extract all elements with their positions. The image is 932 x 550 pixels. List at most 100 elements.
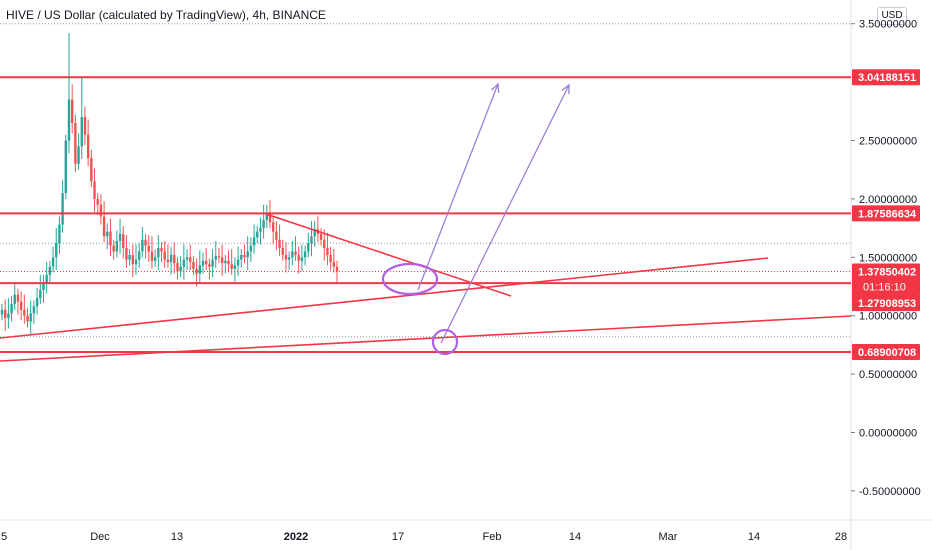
candle-body	[319, 233, 323, 240]
arrows[interactable]	[417, 82, 570, 344]
arrow-head	[561, 83, 570, 95]
candle-body	[106, 231, 109, 237]
candle-body	[51, 257, 55, 267]
candle-body	[13, 294, 16, 305]
ellipse-marker-1[interactable]	[381, 262, 439, 296]
candle-body	[150, 251, 154, 261]
y-axis-ticks: 3.50000000 2.50000000 2.00000000 1.50000000…	[851, 19, 921, 498]
level-price-tag: 3.04188151	[852, 69, 920, 86]
lower-trend-line[interactable]	[0, 315, 852, 362]
level-price-tag: 1.87586634	[852, 205, 920, 222]
candle-body	[122, 233, 125, 248]
candle-body	[291, 251, 294, 258]
candle-body	[42, 282, 45, 291]
candle-body	[271, 222, 275, 232]
arrow-up-1[interactable]	[417, 82, 500, 291]
x-tick-label: 13	[171, 531, 183, 543]
candle-body	[160, 247, 163, 252]
y-tick-label: -0.50000000	[859, 486, 921, 498]
candle-body	[77, 146, 80, 164]
candle-body	[208, 264, 211, 267]
candle-body	[332, 261, 336, 267]
candle-body	[26, 315, 29, 322]
candle-body	[287, 257, 291, 260]
candle-body	[335, 266, 339, 272]
candle-body	[233, 265, 237, 269]
candle-body	[19, 301, 23, 310]
candle-body	[275, 231, 278, 240]
candle-body	[176, 263, 179, 272]
candle-body	[83, 117, 87, 135]
candle-body	[67, 99, 71, 141]
horizontal-levels[interactable]	[0, 76, 851, 354]
candle-body	[118, 233, 122, 241]
rising-trend-line[interactable]	[0, 257, 769, 339]
candle-body	[10, 304, 13, 314]
candle-body	[58, 224, 61, 244]
candle-body	[185, 257, 189, 260]
ellipses[interactable]	[381, 262, 459, 356]
ellipse-marker-2[interactable]	[431, 328, 459, 356]
price-tag-bg	[852, 69, 920, 86]
x-tick-label: 14	[569, 531, 581, 543]
y-tick-label: 1.50000000	[859, 252, 917, 264]
x-tick-label: Dec	[90, 531, 110, 543]
price-tags: 3.04188151 1.87586634 0.68900708 1.37850402…	[852, 69, 920, 361]
trend-lines[interactable]	[0, 213, 852, 362]
candle-body	[39, 290, 42, 299]
currency-button[interactable]: USD	[877, 7, 907, 25]
y-tick-label: 0.50000000	[859, 369, 917, 381]
candle-body	[230, 264, 233, 269]
y-tick-label: 2.00000000	[859, 194, 917, 206]
level-price-tag: 1.27908953	[852, 295, 920, 312]
price-tag-label: 1.27908953	[858, 298, 916, 310]
last-price-tag: 1.37850402 01:16:10	[852, 263, 920, 296]
candle-body	[211, 259, 214, 267]
candle-body	[220, 257, 224, 264]
candle-body	[278, 239, 281, 248]
candle-body	[141, 239, 144, 252]
candle-body	[163, 251, 166, 260]
candle-body	[224, 260, 227, 264]
price-tag-label: 1.87586634	[858, 208, 917, 220]
candle-body	[214, 256, 217, 260]
candle-body	[86, 134, 90, 159]
candle-body	[29, 313, 32, 322]
candle-body	[182, 259, 186, 267]
candle-body	[265, 212, 269, 220]
candle-body	[198, 265, 202, 274]
candle-body	[284, 254, 288, 260]
candle-body	[157, 247, 160, 258]
candle-body	[313, 229, 316, 237]
candle-body	[259, 228, 262, 232]
candle-body	[55, 243, 58, 258]
price-tag-label: 3.04188151	[858, 72, 916, 84]
candle-body	[169, 254, 173, 262]
price-tag-bg	[852, 295, 920, 312]
candle-body	[192, 261, 195, 269]
candle-body	[131, 254, 135, 265]
arrow-up-2[interactable]	[440, 83, 570, 344]
candle-body	[246, 251, 249, 258]
price-tag-label: 1.37850402	[858, 266, 916, 278]
candle-body	[134, 259, 138, 265]
candle-body	[303, 251, 307, 258]
candle-body	[61, 193, 64, 225]
candle-body	[16, 294, 20, 302]
candle-body	[45, 274, 48, 283]
candle-body	[189, 257, 192, 262]
candle-body	[281, 247, 284, 255]
candle-body	[3, 309, 7, 319]
arrow-head	[490, 82, 500, 94]
price-tag-bg	[852, 205, 920, 222]
candle-body	[236, 259, 240, 266]
candle-body	[74, 122, 77, 164]
arrow-shaft	[440, 84, 570, 344]
candle-body	[240, 254, 243, 260]
candle-body	[256, 231, 259, 238]
candle-body	[48, 266, 52, 275]
descending-trend-line[interactable]	[265, 213, 512, 297]
candle-body	[23, 309, 26, 316]
